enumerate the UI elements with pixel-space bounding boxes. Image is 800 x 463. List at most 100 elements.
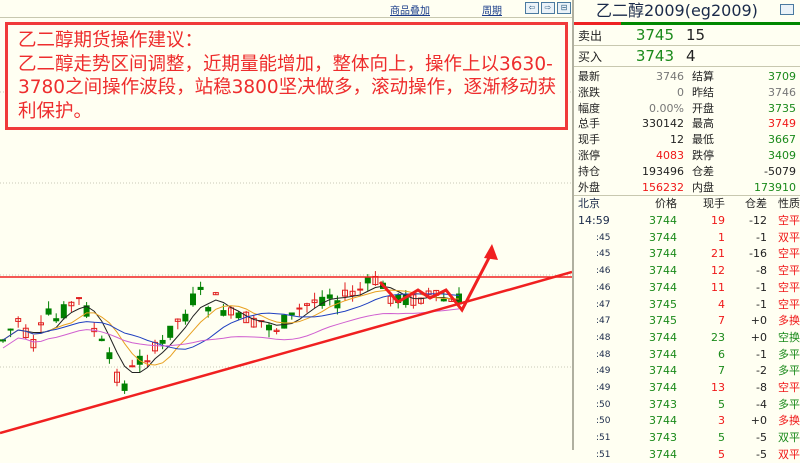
stat-label: 涨停 [578,148,600,162]
candle-body [190,293,196,306]
tick-oi-change: -16 [749,247,767,261]
tick-row: :49 3744 7 -2 多平 [574,363,800,380]
tick-price: 3744 [649,414,677,428]
tick-time: :47 [596,316,611,327]
candle-body [98,338,105,342]
period-link[interactable]: 周期 [482,6,502,17]
split-view-button[interactable]: ⊟ [557,2,571,14]
col-time: 北京 [578,197,600,211]
tick-price: 3744 [649,347,677,361]
candle-body [22,327,29,339]
tick-oi-change: +0 [750,330,767,344]
bid-label: 买入 [578,49,603,64]
tick-volume: 1 [718,230,725,244]
advice-body: 乙二醇走势区间调整，近期量能增加，整体向上，操作上以3630-3780之间操作波… [18,53,557,122]
tick-row: :45 3744 1 -1 双平 [574,230,800,247]
candle-body [440,298,447,302]
tick-time: :47 [596,299,611,310]
tick-volume: 7 [718,314,725,328]
tick-time: :50 [596,399,611,410]
tick-time: :48 [596,349,611,360]
tick-oi-change: -8 [756,380,767,394]
tick-oi-change: +0 [750,414,767,428]
stat-label: 现手 [578,133,600,147]
tick-price: 3744 [649,247,677,261]
tick-oi-change: -1 [756,347,767,361]
chart-canvas [0,91,573,435]
tick-row: :49 3744 13 -8 空平 [574,380,800,397]
tick-oi-change: -1 [756,230,767,244]
stat-label: 内盘 [692,180,714,194]
tick-nature: 多换 [778,414,800,428]
candle-body [174,318,181,322]
tick-list[interactable]: 北京 价格 现手 仓差 性质 14:59 3744 19 -12 空平:45 3744 1 -1 双平:… [574,196,800,463]
candle-body [220,310,227,316]
stat-label: 外盘 [578,180,600,194]
col-price: 价格 [655,197,677,211]
stat-value: 0 [677,85,684,99]
candle-body [266,324,272,331]
ma10-line [2,289,460,366]
tick-row: :50 3744 3 +0 多换 [574,413,800,430]
tick-price: 3744 [649,330,677,344]
stat-value: 4083 [656,148,684,162]
candlestick-chart[interactable] [0,0,573,450]
stat-value: 3749 [768,117,796,131]
stat-value: 3667 [768,133,796,147]
tick-row: :47 3745 4 -1 空平 [574,297,800,314]
tick-volume: 7 [718,364,725,378]
tick-oi-change: -2 [756,364,767,378]
stat-label: 持仓 [578,164,600,178]
tick-volume: 19 [711,214,725,228]
col-vol: 现手 [703,197,725,211]
bid-row: 买入 3743 4 [574,46,800,67]
tick-row: :46 3744 12 -8 空平 [574,263,800,280]
tick-oi-change: -4 [756,397,767,411]
candle-body [76,297,82,300]
tick-row: :46 3744 11 -1 空平 [574,280,800,297]
tick-nature: 多平 [778,364,800,378]
candle-body [15,318,22,322]
stat-row: 持仓 193496 仓差 -5079 [574,164,800,180]
candle-body [68,301,75,307]
tick-nature: 多平 [778,347,800,361]
candle-body [326,294,333,299]
ask-label: 卖出 [578,28,603,43]
tick-nature: 空平 [778,380,800,394]
tick-time: :51 [596,433,611,443]
scroll-left-button[interactable]: ⇦ [525,2,539,14]
tick-row: :48 3744 6 -1 多平 [574,347,800,364]
tick-header: 北京 价格 现手 仓差 性质 [574,196,800,213]
tick-price: 3744 [649,364,677,378]
stat-row: 总手 330142 最高 3749 [574,116,800,132]
tick-time: :46 [596,282,611,293]
stat-value: 0.00% [649,101,684,115]
tick-volume: 3 [718,414,725,428]
tick-row: :51 3743 5 -5 双平 [574,430,800,447]
stat-value: 156232 [642,180,684,194]
tick-oi-change: -1 [756,297,767,311]
advice-heading: 乙二醇期货操作建议： [18,30,204,51]
stat-row: 涨停 4083 跌停 3409 [574,148,800,164]
stat-value: 3746 [656,70,684,83]
restore-icon[interactable] [780,4,794,15]
tick-nature: 双平 [778,431,800,444]
overlay-link[interactable]: 商品叠加 [390,6,430,17]
candle-body [319,296,326,306]
tick-nature: 空平 [778,214,800,228]
buy-sell-ratio-bar [574,22,800,25]
stat-row: 外盘 156232 内盘 173910 [574,180,800,196]
candle-body [144,360,151,363]
ask-price: 3745 [635,26,674,44]
tick-time: :51 [596,449,611,460]
tick-volume: 5 [718,397,725,411]
candle-body [129,365,136,368]
tick-time: :45 [596,249,611,260]
candle-body [53,318,60,322]
candle-body [182,313,189,322]
stat-value: 193496 [642,164,684,178]
tick-volume: 12 [711,264,725,278]
scroll-right-button[interactable]: ⇨ [541,2,555,14]
bid-volume: 4 [686,47,696,65]
stat-label: 跌停 [692,148,714,162]
